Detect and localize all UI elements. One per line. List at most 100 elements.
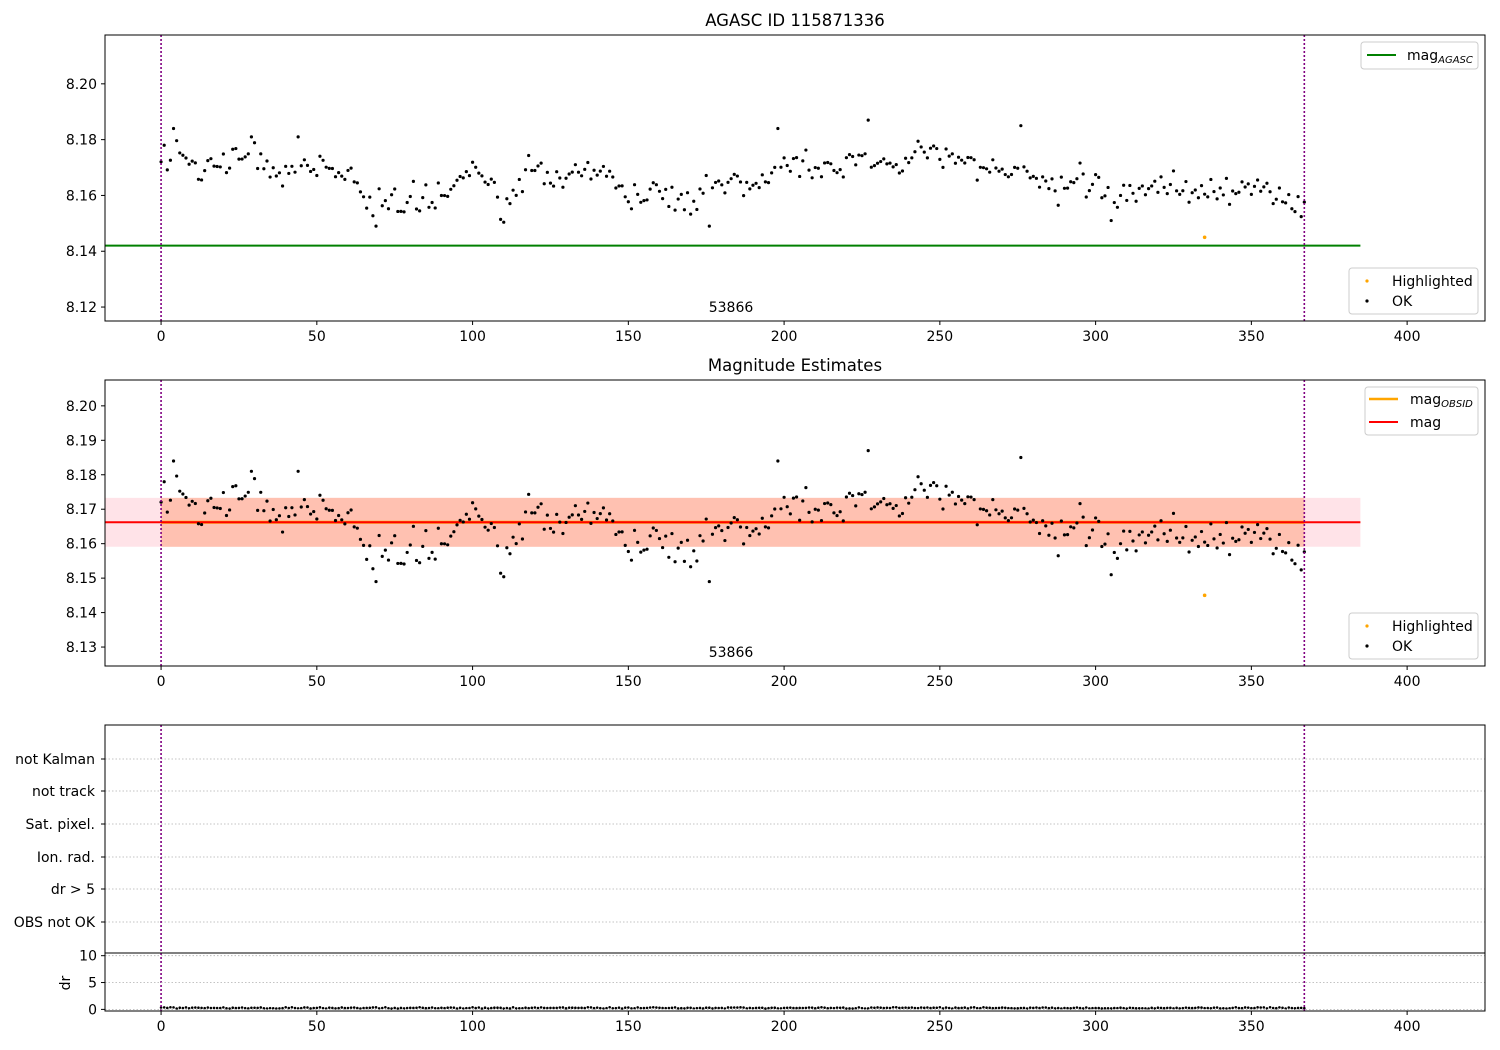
data-point-ok <box>237 497 241 501</box>
data-point-ok <box>1290 207 1294 211</box>
data-point-ok <box>346 511 350 515</box>
data-point-ok <box>365 557 369 561</box>
data-point-ok <box>274 518 278 522</box>
data-point-ok <box>380 204 384 208</box>
legend-box <box>1348 267 1479 315</box>
y-tick-label: 8.18 <box>66 133 97 149</box>
data-point-ok <box>626 549 630 554</box>
data-point-ok <box>427 556 431 560</box>
data-point-ok <box>1243 185 1247 189</box>
data-point-ok <box>838 168 842 172</box>
data-point-ok <box>994 1006 998 1010</box>
data-point-ok <box>632 528 637 533</box>
x-tick-label: 350 <box>1238 1019 1265 1035</box>
data-point-ok <box>371 567 375 571</box>
data-point-ok <box>194 1006 197 1009</box>
data-point-ok <box>1224 520 1229 525</box>
data-point-ok <box>552 1006 555 1010</box>
data-point-ok <box>296 469 300 473</box>
data-point-ok <box>1016 166 1020 170</box>
data-point-ok <box>773 507 777 511</box>
data-point-ok <box>396 1007 400 1010</box>
data-point-ok <box>408 1006 412 1010</box>
data-point-ok <box>536 1006 540 1010</box>
data-point-ok <box>299 1006 303 1010</box>
data-point-ok <box>178 489 182 493</box>
data-point-ok <box>259 152 263 156</box>
data-point-ok <box>343 1006 347 1010</box>
data-point-ok <box>1075 1006 1079 1009</box>
data-point-ok <box>368 1006 372 1010</box>
data-point-ok <box>670 185 674 189</box>
data-point-ok <box>680 1006 683 1010</box>
data-point-ok <box>352 180 356 184</box>
data-point-ok <box>717 524 721 528</box>
data-point-ok <box>1280 549 1285 554</box>
data-point-ok <box>776 126 780 131</box>
data-point-ok <box>1103 194 1107 198</box>
data-point-ok <box>452 1006 456 1009</box>
data-point-ok <box>1199 184 1204 188</box>
data-point-ok <box>1274 546 1278 550</box>
data-point-ok <box>1069 525 1073 529</box>
data-point-ok <box>869 507 873 511</box>
data-point-ok <box>368 544 372 548</box>
data-point-ok <box>1016 508 1020 512</box>
data-point-ok <box>517 177 521 182</box>
data-point-ok <box>1209 1006 1213 1010</box>
data-point-ok <box>798 518 802 522</box>
data-point-ok <box>935 484 939 488</box>
data-point-ok <box>402 562 406 566</box>
data-point-ok <box>991 1006 995 1010</box>
data-point-ok <box>1293 562 1297 566</box>
data-point-ok <box>717 179 721 183</box>
data-point-ok <box>440 1006 443 1010</box>
legend-marker-highlighted <box>1365 279 1369 283</box>
data-point-ok <box>810 176 814 180</box>
data-point-ok <box>489 521 493 526</box>
data-point-ok <box>1134 549 1138 553</box>
data-point-ok <box>888 161 892 165</box>
data-point-ok <box>514 541 518 546</box>
data-point-ok <box>1056 203 1060 207</box>
data-point-ok <box>1296 195 1300 199</box>
data-point-ok <box>1119 1006 1122 1010</box>
data-point-ok <box>580 517 584 522</box>
data-point-ok <box>1196 196 1201 200</box>
data-point-ok <box>1131 191 1135 195</box>
data-point-ok <box>1271 201 1275 206</box>
data-point-ok <box>1003 516 1007 520</box>
data-point-ok <box>1106 185 1110 190</box>
data-point-ok <box>284 506 288 510</box>
data-point-ok <box>474 165 478 169</box>
data-point-ok <box>601 164 606 169</box>
data-point-ok <box>190 159 194 163</box>
data-point-ok <box>642 548 646 552</box>
data-point-ok <box>1181 1006 1185 1010</box>
data-point-ok <box>421 1006 425 1010</box>
data-point-ok <box>645 547 649 551</box>
data-point-ok <box>1165 539 1169 543</box>
data-point-ok <box>343 522 347 526</box>
data-point-ok <box>944 147 948 151</box>
y-tick-label: 8.16 <box>66 188 97 204</box>
x-tick-label: 50 <box>308 674 326 690</box>
data-point-ok <box>246 490 250 494</box>
data-point-ok <box>785 163 789 168</box>
data-point-ok <box>1299 1006 1303 1010</box>
data-point-ok <box>960 498 964 502</box>
data-point-ok <box>947 154 951 158</box>
data-point-ok <box>215 506 219 510</box>
data-point-ok <box>1059 519 1063 523</box>
data-point-ok <box>458 174 462 179</box>
data-point-ok <box>1199 529 1204 534</box>
data-point-ok <box>1050 177 1054 181</box>
data-point-ok <box>1003 172 1007 177</box>
legend-label-mag-agasc: magAGASC <box>1407 48 1473 66</box>
data-point-ok <box>1044 524 1048 528</box>
data-point-ok <box>1097 519 1101 523</box>
data-point-ok <box>287 1006 291 1010</box>
data-point-ok <box>1056 554 1060 558</box>
data-point-ok <box>287 171 291 176</box>
data-point-ok <box>1175 189 1179 193</box>
